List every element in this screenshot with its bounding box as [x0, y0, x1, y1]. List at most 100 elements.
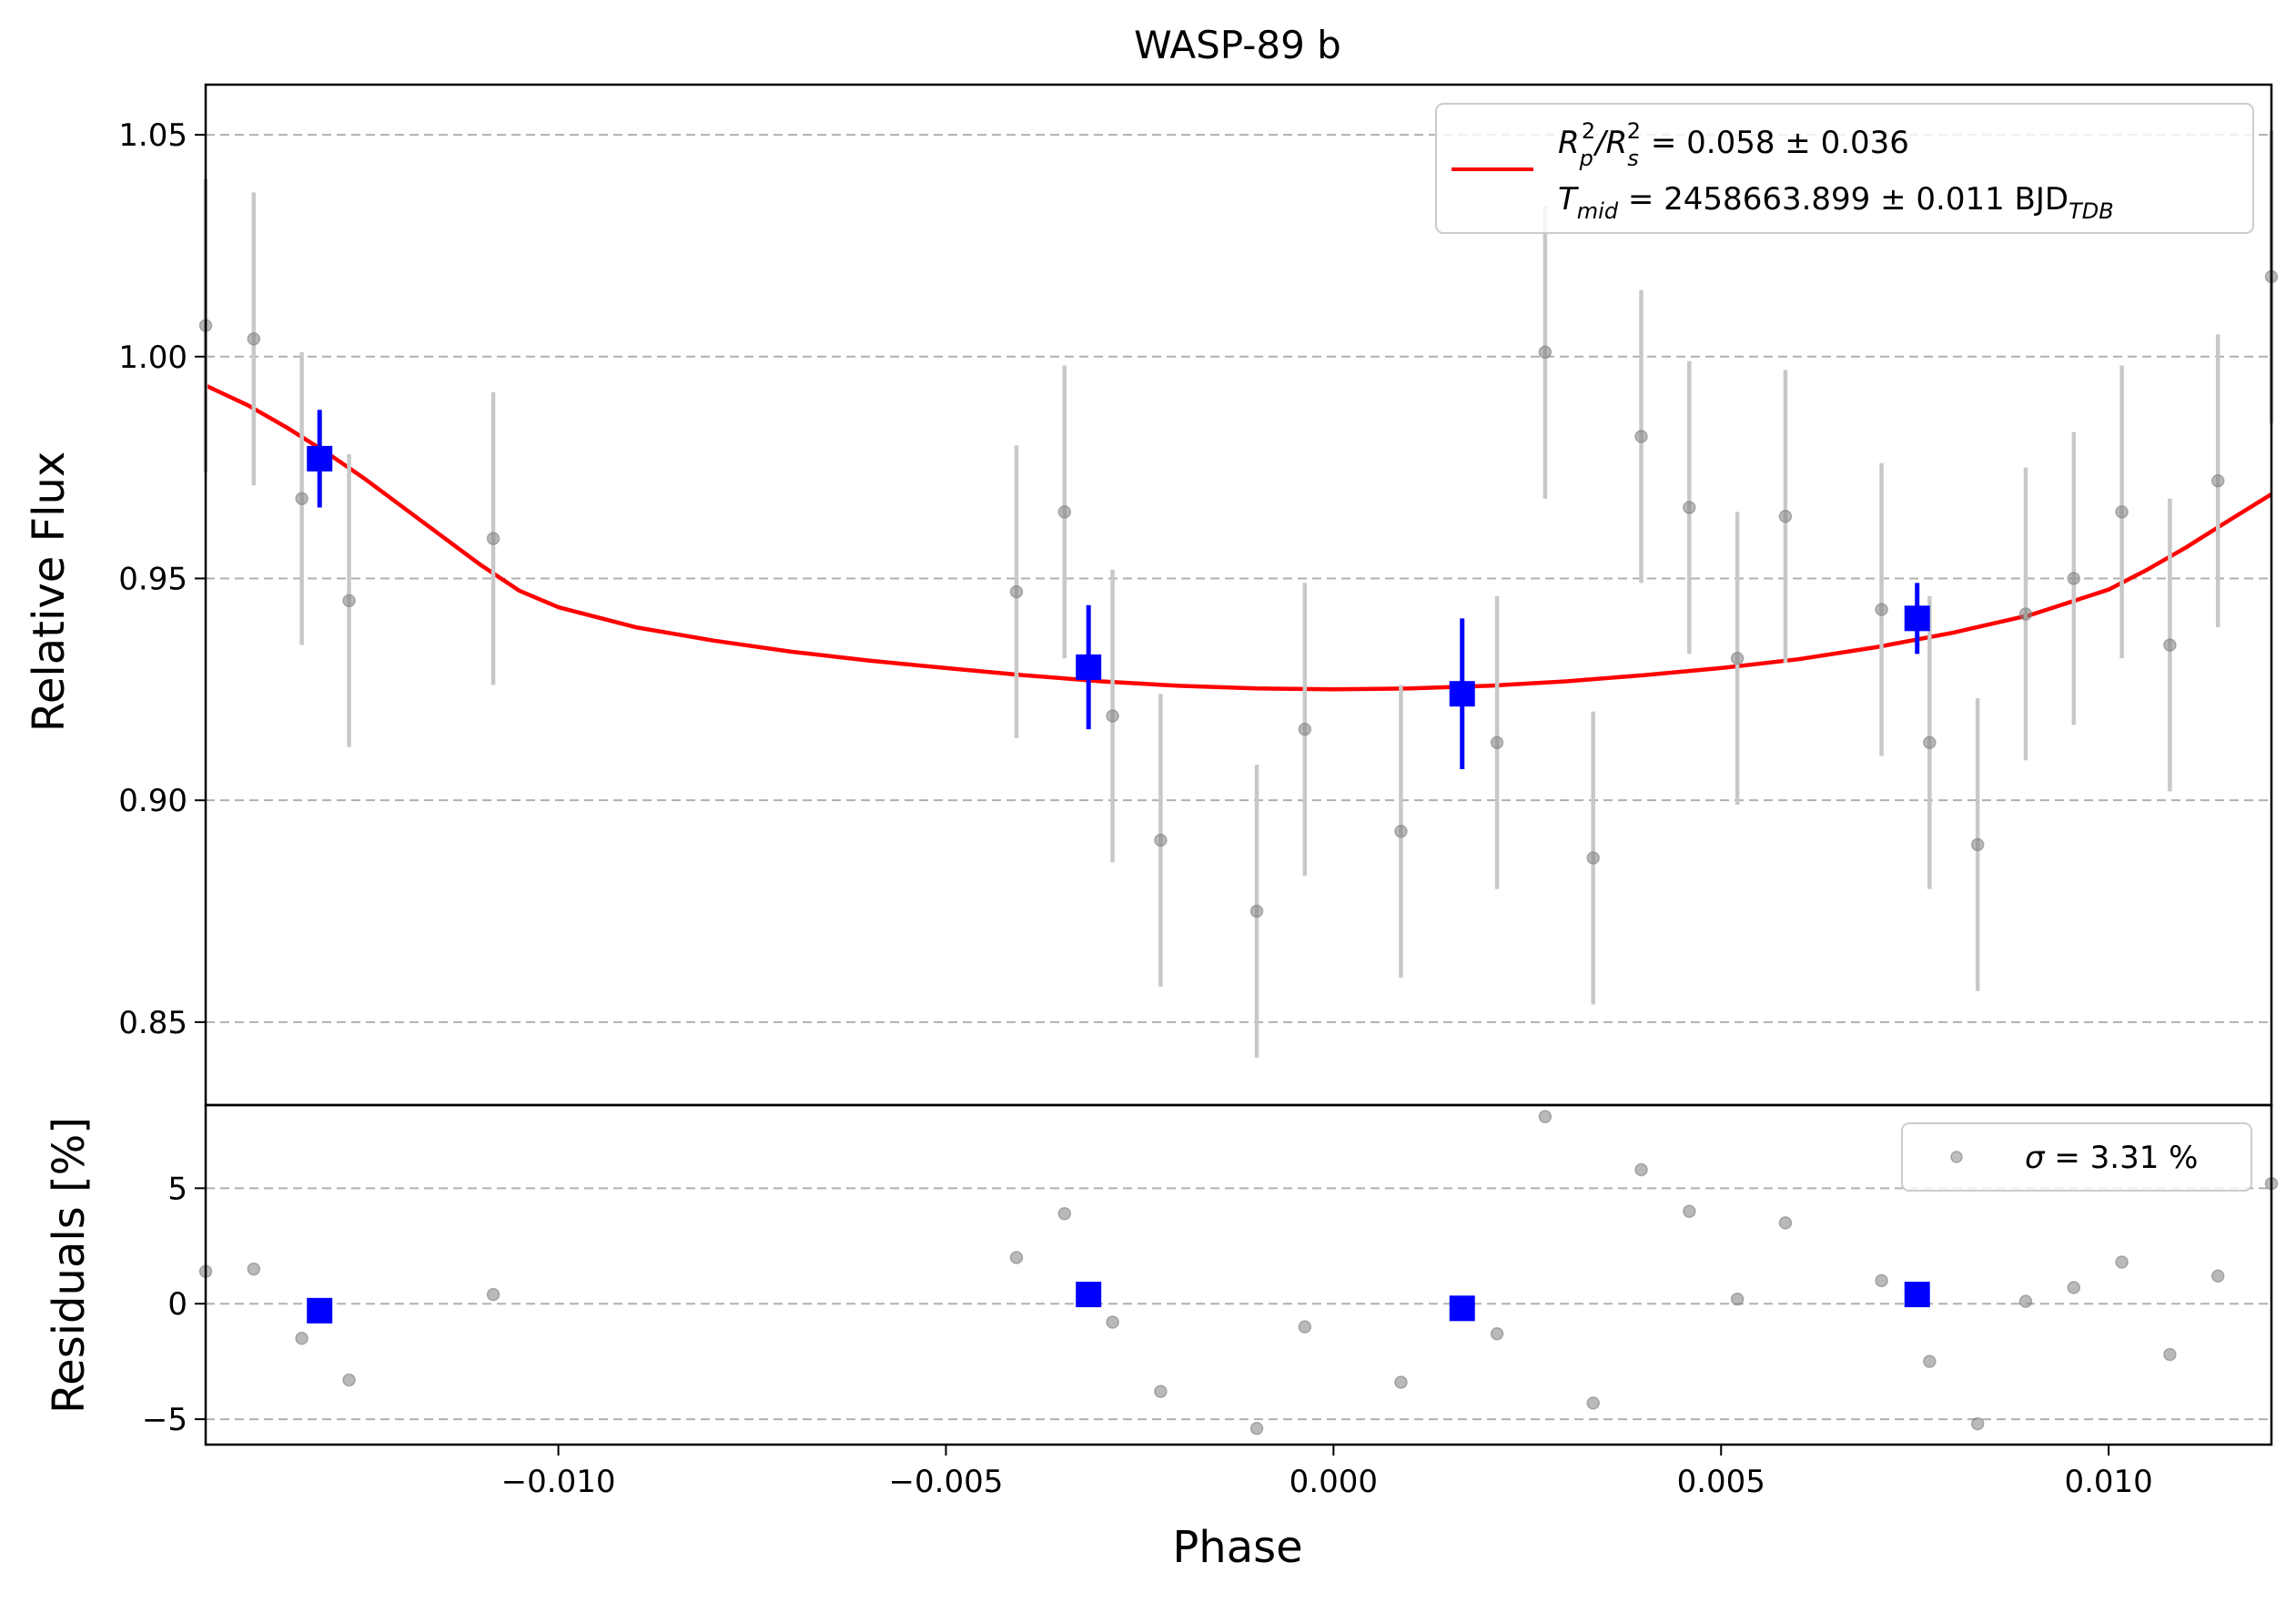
legend-depth-sub-p: p: [1579, 146, 1593, 171]
residual-data-point: [2067, 1281, 2081, 1294]
residual-data-points: [198, 1110, 2279, 1436]
flux-data-point: [2018, 607, 2033, 621]
residuals-y-axis-label: Residuals [%]: [44, 1117, 95, 1414]
flux-y-axis-label: Relative Flux: [24, 451, 75, 733]
residual-data-point: [1586, 1396, 1600, 1410]
flux-data-point: [1634, 430, 1648, 443]
residuals-legend: σ = 3.31 %: [1901, 1122, 2252, 1192]
residual-data-point: [1538, 1110, 1553, 1123]
flux-data-point: [1249, 904, 1264, 918]
residual-data-point: [1394, 1375, 1408, 1389]
flux-data-point: [1106, 709, 1119, 723]
legend-sigma-value: = 3.31 %: [2045, 1140, 2199, 1176]
flux-legend: Rp2/Rs2 = 0.058 ± 0.036 Tmid = 2458663.8…: [1435, 103, 2254, 234]
residual-data-point: [1634, 1162, 1648, 1177]
residual-data-point: [247, 1262, 261, 1276]
residual-data-point: [2163, 1347, 2177, 1362]
flux-data-points: [198, 130, 2279, 1058]
residuals-y-tick-label: 5: [167, 1171, 187, 1207]
residuals-y-ticks: −5 0 5: [142, 1171, 206, 1438]
legend-sigma-text: σ = 3.31 %: [2025, 1140, 2198, 1176]
residuals-panel: −5 0 5 −0.010 −0.005 0.000 0.005 0.010 Residua…: [44, 1103, 2279, 1573]
flux-data-point: [1298, 722, 1312, 736]
phase-x-tick-label: −0.010: [501, 1464, 616, 1500]
legend-tmid-unit-sub: TDB: [2068, 198, 2114, 224]
flux-data-point: [1538, 345, 1553, 360]
residual-data-point: [2115, 1255, 2129, 1269]
residual-binned-point: [1076, 1282, 1102, 1308]
flux-binned-point: [1904, 605, 1930, 632]
legend-tmid-value: = 2458663.899 ± 0.011 BJD: [1618, 181, 2068, 218]
flux-y-ticks: 0.85 0.90 0.95 1.00 1.05: [118, 117, 206, 1041]
residual-data-point: [295, 1332, 308, 1345]
flux-data-point: [1057, 505, 1072, 519]
flux-data-point: [295, 492, 308, 505]
flux-data-point: [1730, 651, 1745, 665]
residual-data-point: [1778, 1216, 1793, 1230]
residual-data-point: [1730, 1292, 1745, 1306]
phase-x-axis-label: Phase: [1172, 1522, 1302, 1573]
flux-data-point: [1970, 837, 1985, 852]
residual-data-point: [1106, 1315, 1119, 1329]
flux-data-point: [247, 332, 261, 346]
flux-data-point: [1394, 825, 1408, 838]
legend-residual-marker: [1950, 1151, 1963, 1163]
flux-y-tick-label: 1.00: [118, 340, 187, 376]
flux-data-point: [1778, 509, 1793, 523]
chart-title: WASP-89 b: [1134, 23, 1341, 67]
flux-binned-points: [307, 410, 1930, 770]
residual-data-point: [1298, 1320, 1312, 1334]
legend-depth-text: Rp2/Rs2 = 0.058 ± 0.036: [1558, 118, 1909, 171]
residual-data-point: [1154, 1385, 1168, 1398]
legend-depth-sep: /R: [1593, 125, 1627, 161]
flux-data-point: [1490, 736, 1504, 750]
residual-data-point: [2210, 1269, 2225, 1283]
legend-depth-sub-s: s: [1627, 146, 1639, 171]
legend-depth-sup-2: 2: [1627, 118, 1641, 144]
residuals-y-tick-label: −5: [142, 1402, 187, 1438]
residual-data-point: [1057, 1207, 1072, 1221]
residual-binned-point: [1904, 1282, 1930, 1308]
residual-binned-points: [307, 1282, 1930, 1324]
flux-data-point: [1586, 851, 1600, 865]
flux-data-point: [2163, 638, 2177, 652]
residual-data-point: [1875, 1273, 1888, 1288]
phase-x-tick-label: 0.010: [2064, 1464, 2152, 1500]
legend-depth-r1: R: [1558, 125, 1580, 161]
flux-data-point: [486, 532, 501, 545]
residual-binned-point: [307, 1297, 333, 1324]
legend-depth-value: = 0.058 ± 0.036: [1641, 125, 1909, 161]
residual-data-point: [486, 1287, 501, 1302]
phase-x-tick-label: 0.000: [1290, 1464, 1378, 1500]
residual-data-point: [1009, 1251, 1024, 1264]
residual-data-point: [1490, 1326, 1504, 1341]
phase-x-tick-label: 0.005: [1677, 1464, 1765, 1500]
legend-tmid-sub: mid: [1577, 198, 1619, 224]
flux-data-point: [1875, 603, 1888, 616]
flux-data-point: [342, 594, 356, 608]
flux-y-tick-label: 0.90: [118, 783, 187, 819]
residual-data-point: [1923, 1354, 1937, 1368]
flux-binned-point: [1449, 681, 1475, 707]
flux-panel: 0.850.900.951.001.05 Relative Flux Rp2/R…: [24, 83, 2279, 1107]
residual-data-point: [1249, 1421, 1264, 1436]
flux-data-point: [2067, 572, 2081, 585]
flux-data-point: [1009, 584, 1024, 599]
flux-data-point: [2210, 473, 2225, 488]
residual-data-point: [1970, 1416, 1985, 1431]
flux-y-tick-label: 1.05: [118, 117, 187, 154]
flux-data-point: [1923, 736, 1937, 750]
flux-data-point: [1154, 833, 1168, 847]
flux-data-point: [2115, 505, 2129, 519]
legend-tmid-t: T: [1558, 181, 1579, 218]
residual-data-point: [342, 1373, 356, 1387]
flux-y-tick-label: 0.85: [118, 1005, 187, 1041]
legend-sigma-symbol: σ: [2025, 1140, 2046, 1176]
transit-model-line: [205, 383, 2273, 692]
residual-binned-point: [1449, 1295, 1475, 1322]
residuals-y-tick-label: 0: [167, 1286, 187, 1323]
legend-tmid-text: Tmid = 2458663.899 ± 0.011 BJDTDB: [1558, 181, 2114, 224]
legend-depth-sup-1: 2: [1582, 118, 1595, 144]
transit-model: [205, 383, 2273, 692]
